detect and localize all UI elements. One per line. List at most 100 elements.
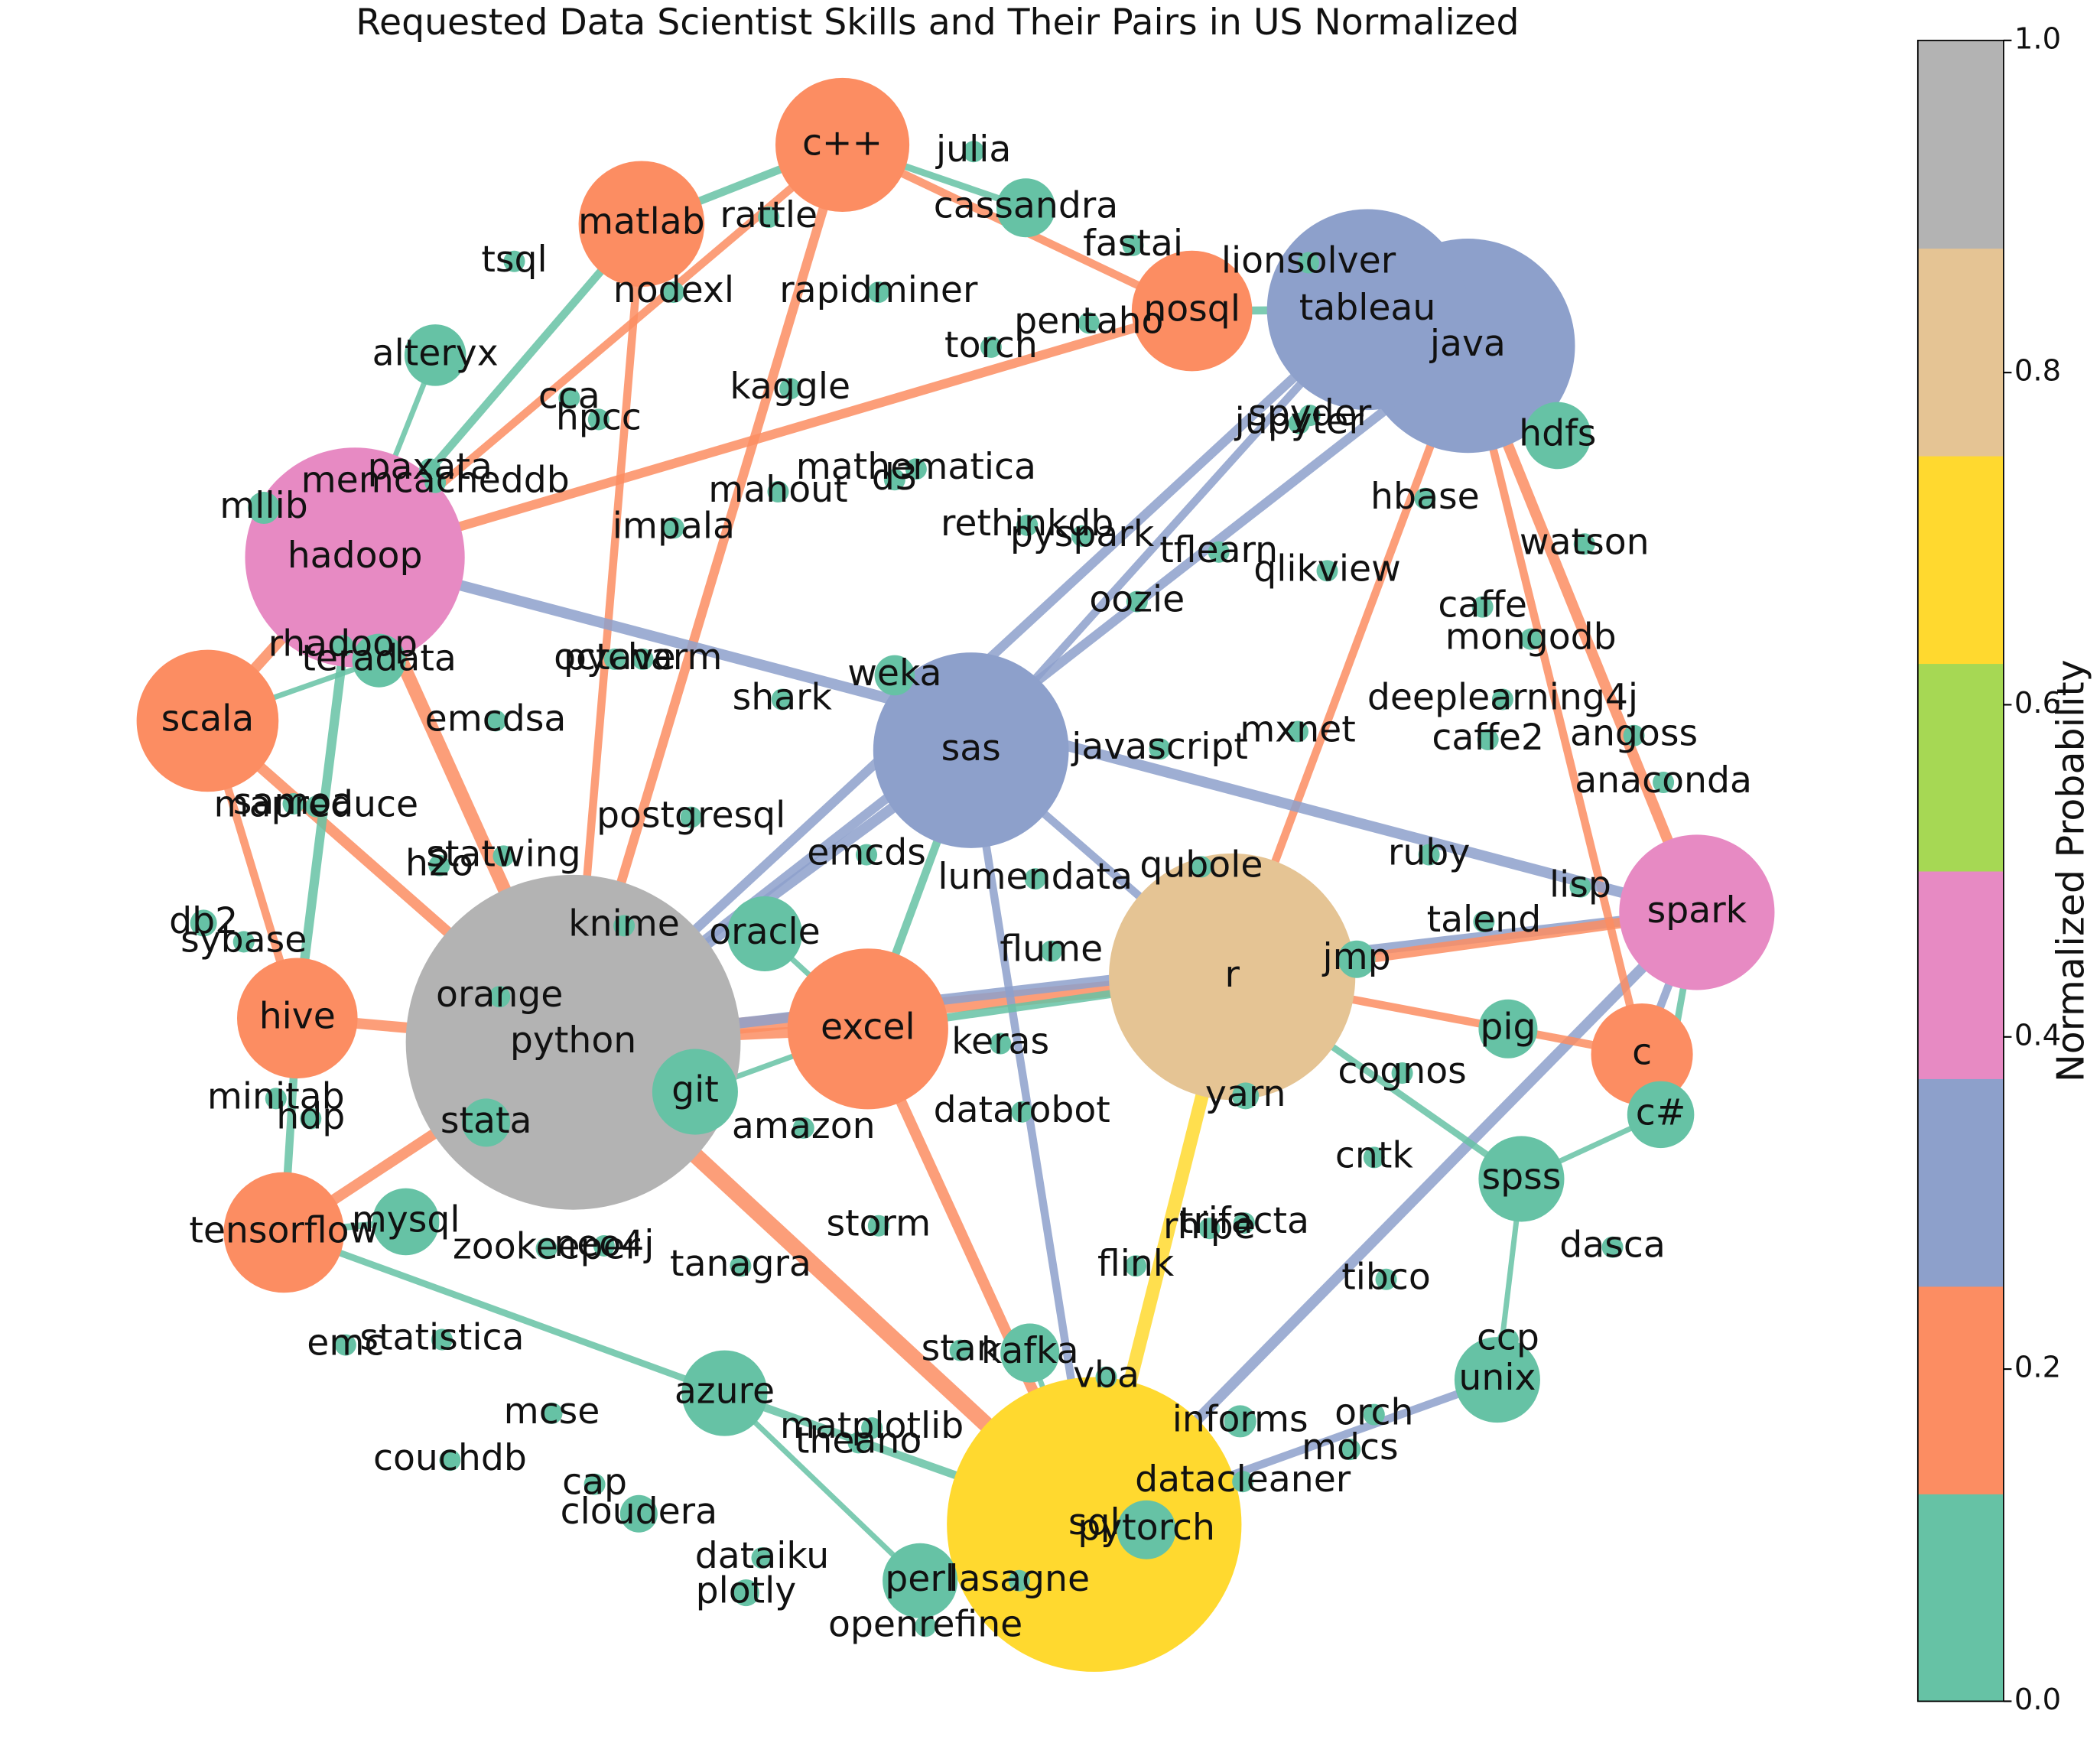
node-label: kaggle [730,366,850,408]
node-label: nodexl [613,269,734,311]
node-label: teradata [301,638,456,680]
node-label: statistica [359,1317,524,1359]
node [861,1417,883,1439]
node-label: pycharm [564,636,723,678]
node [1520,628,1542,650]
node [265,1088,287,1110]
node [767,481,789,503]
node-label: nosql [1143,288,1240,330]
node-label: oracle [709,911,821,953]
node [352,633,406,688]
node [1418,844,1440,866]
node [535,1237,558,1260]
node [428,854,450,876]
node-label: c++ [802,122,883,164]
colorbar-tick-label: 0.2 [2014,1351,2061,1385]
node [558,387,580,409]
node [1190,856,1212,878]
node [1125,1255,1147,1277]
node [541,1402,563,1424]
node [1471,596,1494,618]
node [1619,834,1775,990]
colorbar-band [1917,1286,2004,1494]
node-label: rattle [720,194,818,236]
node-label: oozie [1089,579,1185,621]
node-label: deeplearning4j [1367,676,1638,718]
colorbar-band [1917,455,2004,665]
node-label: tsql [481,239,547,281]
node [1122,234,1144,256]
node [727,896,803,971]
colorbar-frame [1916,39,2004,1702]
colorbar: 0.0 0.2 0.4 0.6 0.8 1.0 [1916,21,2061,1717]
node-label: cloudera [561,1491,717,1533]
node [1078,312,1100,334]
node [867,1215,889,1237]
node-label: mxnet [1240,708,1356,750]
node-label: kafka [981,1330,1079,1372]
node-label: ccp [1477,1317,1539,1359]
node [503,250,525,272]
node [1573,533,1595,555]
node-label: javascript [1071,726,1248,768]
node [980,336,1002,358]
node [282,793,304,815]
colorbar-tick-label: 1.0 [2014,21,2061,56]
node-label: trifacta [1179,1200,1309,1242]
node-label: yarn [1205,1073,1286,1115]
node-label: orch [1334,1392,1413,1434]
node [1316,560,1338,582]
node [1008,1569,1030,1592]
node [1497,1328,1519,1351]
node-label: excel [821,1006,915,1048]
node [856,844,878,866]
node-label: neo4j [554,1223,654,1265]
node [1233,1212,1255,1234]
node-label: lasagne [948,1558,1090,1600]
node [334,1334,356,1356]
node-label: qlikview [1253,548,1400,590]
node [949,1339,971,1361]
node-label: cognos [1338,1050,1466,1092]
node-label: hbase [1370,476,1480,518]
node-label: hive [259,995,336,1037]
node-label: lumendata [938,856,1133,898]
node [867,281,889,304]
node [874,655,915,696]
node-label: amazon [732,1105,876,1147]
node [883,469,905,491]
node [136,649,279,792]
node-label: julia [935,128,1011,171]
node [652,1049,738,1135]
colorbar-band [1917,663,2004,872]
node-label: stan [922,1328,1000,1370]
node [578,161,705,288]
node-label: fastai [1083,223,1183,265]
node-label: git [671,1069,719,1111]
node [1126,590,1148,613]
node [492,845,515,867]
edge [723,1391,922,1583]
node-label: pentaho [1014,300,1163,342]
colorbar-tick-label: 0.4 [2014,1018,2061,1052]
node [1288,412,1310,434]
node [587,408,610,431]
node [1071,525,1094,547]
node-label: caffe2 [1432,717,1544,759]
node [1286,720,1308,743]
node [232,931,255,953]
node-label: talend [1427,899,1542,941]
node-label: sas [941,727,1001,769]
node-label: dataiku [695,1535,829,1577]
chart-title: Requested Data Scientist Skills and Thei… [356,2,1519,44]
node [1000,1323,1060,1383]
node [1478,1136,1565,1222]
node [662,281,684,304]
node [779,378,801,400]
node-label: octave [554,636,675,678]
node [883,1543,958,1618]
node-label: caffe [1438,584,1527,626]
node-label: pytorch [1078,1507,1215,1549]
